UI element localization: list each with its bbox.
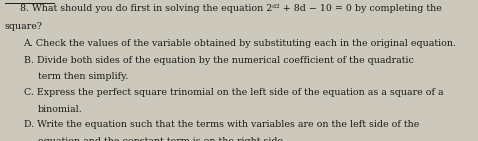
Text: C. Express the perfect square trinomial on the left side of the equation as a sq: C. Express the perfect square trinomial … [23, 88, 443, 97]
Text: D. Write the equation such that the terms with variables are on the left side of: D. Write the equation such that the term… [23, 120, 419, 129]
Text: A. Check the values of the variable obtained by substituting each in the origina: A. Check the values of the variable obta… [23, 39, 456, 48]
Text: 8. What should you do first in solving the equation 2ᵈ² + 8d − 10 = 0 by complet: 8. What should you do first in solving t… [5, 4, 442, 13]
Text: equation and the constant term is on the right side.: equation and the constant term is on the… [38, 137, 286, 141]
Text: binomial.: binomial. [38, 105, 82, 114]
Text: term then simplify.: term then simplify. [38, 72, 128, 81]
Text: square?: square? [5, 22, 43, 31]
Text: B. Divide both sides of the equation by the numerical coefficient of the quadrat: B. Divide both sides of the equation by … [23, 56, 413, 65]
